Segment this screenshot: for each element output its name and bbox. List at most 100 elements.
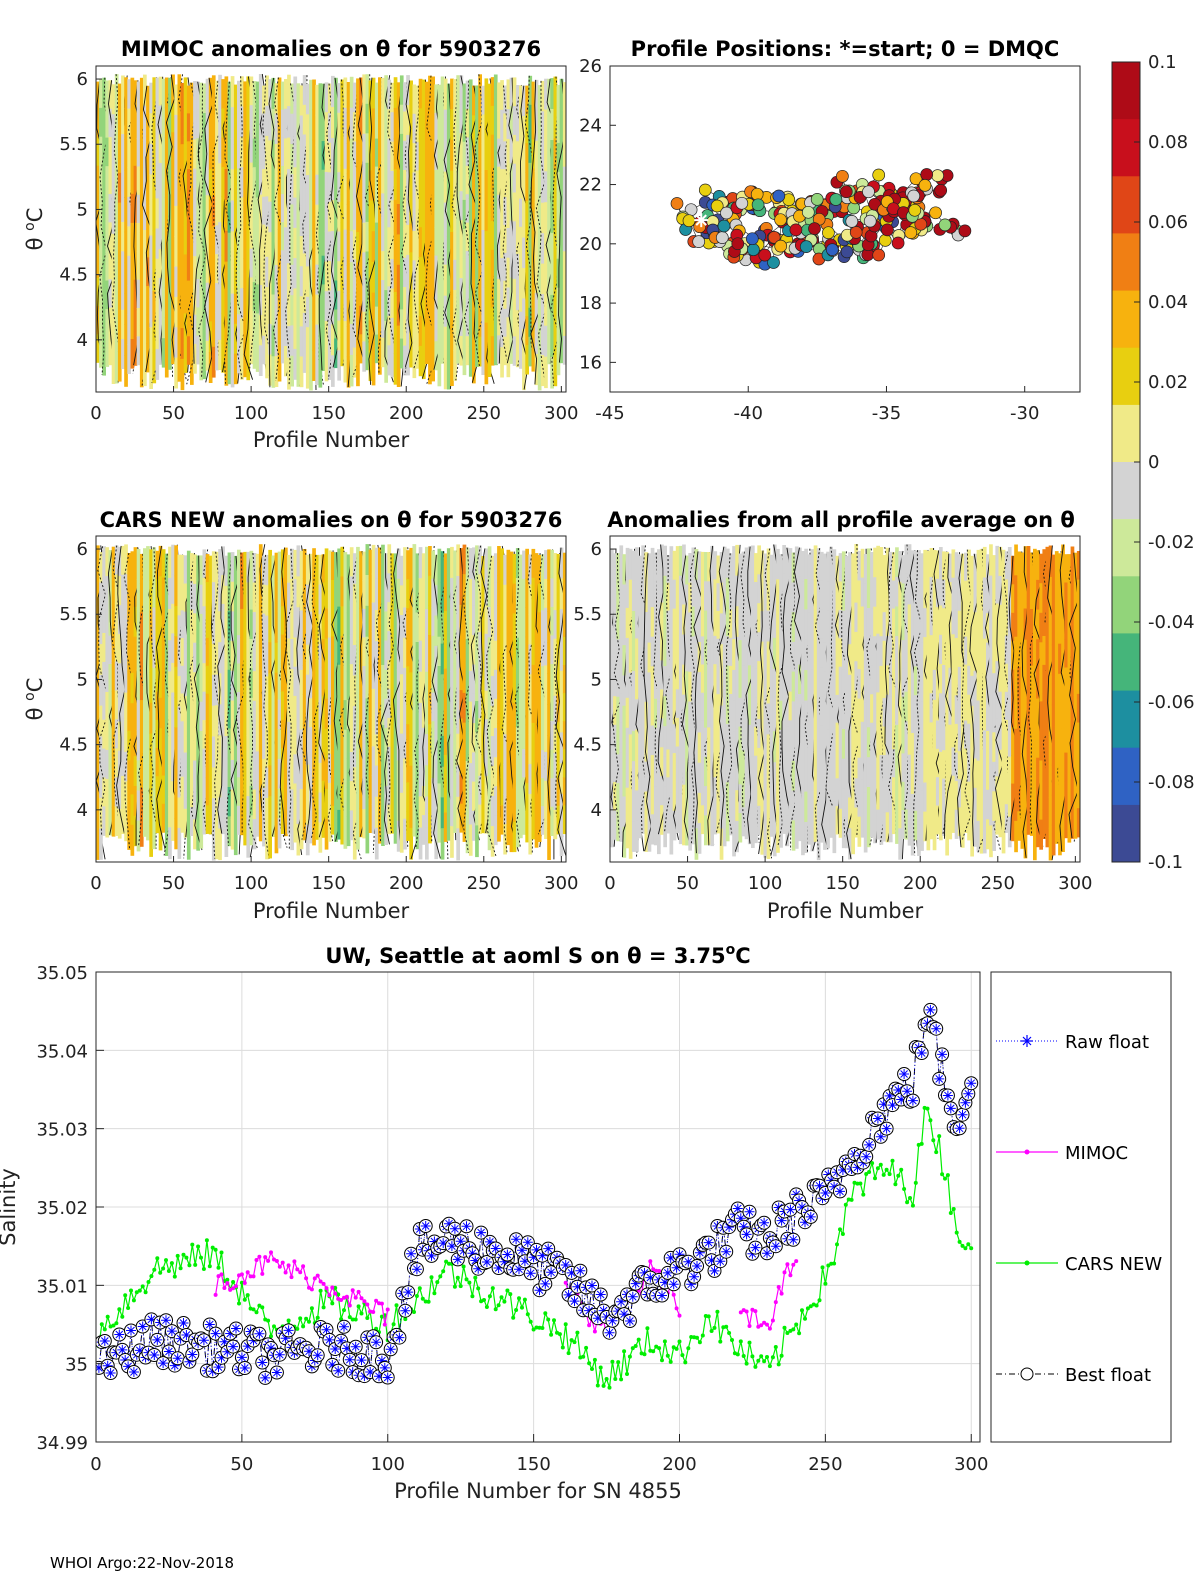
heatmap-cell: [1001, 549, 1006, 581]
heatmap-cell: [268, 703, 272, 736]
heatmap-cell: [719, 705, 724, 737]
heatmap-cell: [318, 113, 323, 145]
heatmap-cell: [1011, 555, 1015, 585]
heatmap-cell: [381, 544, 385, 576]
heatmap-cell: [284, 778, 288, 808]
heatmap-cell: [152, 107, 157, 139]
heatmap-cell: [628, 610, 633, 643]
heatmap-cell: [998, 720, 1003, 751]
heatmap-cell: [337, 261, 341, 292]
heatmap-cell: [1004, 691, 1009, 721]
heatmap-cell: [186, 85, 191, 115]
heatmap-cell: [233, 114, 238, 145]
heatmap-cell: [932, 669, 937, 701]
heatmap-cell: [948, 639, 953, 669]
heatmap-cell: [399, 280, 404, 310]
heatmap-cell: [610, 667, 614, 699]
heatmap-cell: [280, 719, 285, 749]
heatmap-cell: [832, 579, 837, 611]
heatmap-cell: [290, 355, 294, 387]
heatmap-cell: [243, 111, 247, 142]
heatmap-cell: [663, 756, 667, 787]
heatmap-cell: [190, 324, 194, 355]
heatmap-cell: [258, 104, 263, 135]
heatmap-cell: [456, 305, 460, 335]
heatmap-cell: [218, 580, 222, 612]
heatmap-cell: [525, 753, 529, 784]
heatmap-cell: [537, 612, 542, 642]
heatmap-cell: [309, 265, 313, 298]
heatmap-cell: [1007, 666, 1012, 698]
heatmap-cell: [352, 347, 357, 378]
heatmap-cell: [540, 750, 545, 779]
heatmap-cell: [484, 353, 489, 385]
heatmap-cell: [155, 77, 160, 109]
heatmap-cell: [340, 79, 345, 109]
heatmap-cell: [318, 204, 323, 236]
heatmap-cell: [359, 579, 363, 609]
heatmap-cell: [233, 323, 238, 355]
heatmap-cell: [96, 796, 100, 829]
heatmap-cell: [393, 698, 398, 728]
heatmap-cell: [428, 605, 432, 636]
heatmap-cell: [826, 640, 830, 671]
heatmap-cell: [171, 544, 175, 575]
heatmap-cell: [522, 720, 526, 750]
heatmap-cell: [362, 694, 366, 724]
heatmap-cell: [428, 260, 432, 292]
heatmap-cell: [431, 198, 435, 230]
heatmap-cell: [431, 228, 435, 260]
heatmap-cell: [487, 758, 492, 790]
heatmap-cell: [205, 224, 210, 255]
heatmap-cell: [437, 325, 442, 357]
heatmap-cell: [99, 309, 103, 339]
heatmap-cell: [321, 341, 326, 371]
heatmap-cell: [804, 700, 808, 732]
heatmap-cell: [453, 747, 457, 777]
heatmap-cell: [434, 767, 439, 799]
heatmap-cell: [653, 727, 658, 758]
heatmap-cell: [951, 606, 956, 635]
heatmap-cell: [299, 145, 304, 177]
heatmap-cell: [465, 577, 470, 609]
heatmap-cell: [337, 577, 341, 608]
heatmap-cell: [754, 726, 758, 757]
heatmap-cell: [230, 670, 235, 702]
heatmap-cell: [199, 818, 204, 849]
heatmap-cell: [346, 641, 351, 672]
heatmap-cell: [252, 81, 257, 111]
heatmap-cell: [882, 640, 887, 670]
heatmap-cell: [146, 781, 150, 811]
heatmap-cell: [970, 795, 974, 827]
heatmap-cell: [1039, 760, 1043, 791]
contour-line: [913, 550, 923, 856]
heatmap-cell: [503, 141, 507, 170]
heatmap-cell: [384, 320, 388, 353]
heatmap-cell: [863, 732, 868, 764]
heatmap-cell: [453, 719, 457, 749]
heatmap-cell: [255, 751, 260, 781]
heatmap-cell: [528, 644, 533, 675]
heatmap-cell: [522, 328, 526, 360]
heatmap-cell: [453, 289, 457, 321]
heatmap-cell: [904, 780, 909, 810]
heatmap-cell: [315, 611, 319, 641]
heatmap-cell: [249, 277, 254, 307]
heatmap-cell: [503, 614, 507, 646]
heatmap-cell: [117, 83, 122, 114]
heatmap-cell: [362, 809, 366, 839]
heatmap-cell: [293, 106, 298, 138]
heatmap-cell: [553, 610, 558, 640]
heatmap-cell: [647, 702, 652, 733]
heatmap-cell: [979, 579, 984, 611]
heatmap-cell: [1033, 673, 1037, 705]
heatmap-cell: [346, 787, 351, 817]
heatmap-cell: [218, 766, 222, 798]
heatmap-cell: [287, 638, 291, 667]
heatmap-cell: [215, 196, 219, 226]
heatmap-cell: [490, 585, 495, 617]
heatmap-cell: [443, 783, 448, 814]
heatmap-cell: [616, 610, 620, 640]
heatmap-cell: [459, 336, 464, 366]
heatmap-cell: [459, 633, 464, 663]
